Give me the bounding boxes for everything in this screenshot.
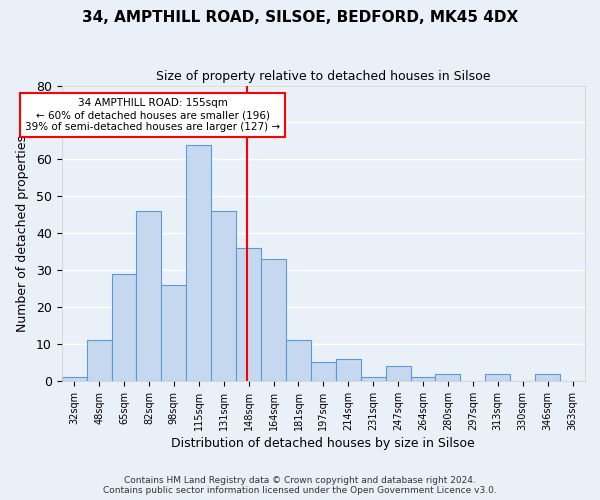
Text: 34, AMPTHILL ROAD, SILSOE, BEDFORD, MK45 4DX: 34, AMPTHILL ROAD, SILSOE, BEDFORD, MK45… <box>82 10 518 25</box>
Y-axis label: Number of detached properties: Number of detached properties <box>16 135 29 332</box>
Bar <box>535 374 560 381</box>
Bar <box>211 211 236 381</box>
Bar <box>187 144 211 381</box>
Bar <box>361 378 386 381</box>
Bar <box>436 374 460 381</box>
Bar <box>112 274 136 381</box>
Bar <box>136 211 161 381</box>
Bar <box>62 378 86 381</box>
Title: Size of property relative to detached houses in Silsoe: Size of property relative to detached ho… <box>156 70 491 83</box>
Bar <box>236 248 261 381</box>
Bar <box>161 285 187 381</box>
Text: Contains HM Land Registry data © Crown copyright and database right 2024.
Contai: Contains HM Land Registry data © Crown c… <box>103 476 497 495</box>
Bar <box>485 374 510 381</box>
Bar <box>386 366 410 381</box>
X-axis label: Distribution of detached houses by size in Silsoe: Distribution of detached houses by size … <box>172 437 475 450</box>
Text: 34 AMPTHILL ROAD: 155sqm
← 60% of detached houses are smaller (196)
39% of semi-: 34 AMPTHILL ROAD: 155sqm ← 60% of detach… <box>25 98 280 132</box>
Bar <box>336 359 361 381</box>
Bar <box>86 340 112 381</box>
Bar <box>311 362 336 381</box>
Bar <box>410 378 436 381</box>
Bar <box>286 340 311 381</box>
Bar <box>261 259 286 381</box>
